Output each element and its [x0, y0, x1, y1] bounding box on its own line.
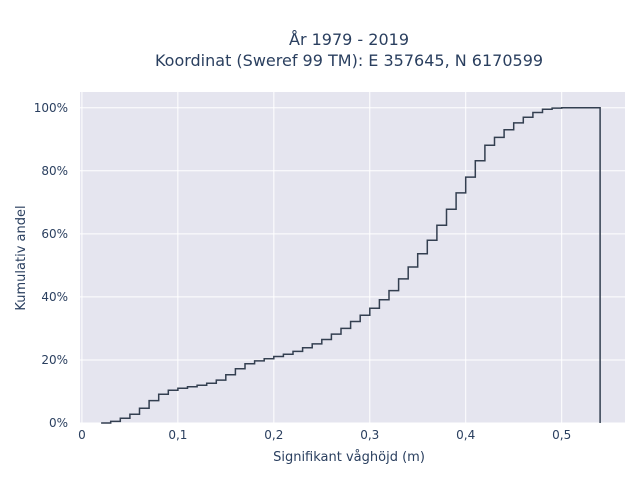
chart-title-line-2: Koordinat (Sweref 99 TM): E 357645, N 61…	[155, 51, 543, 70]
y-tick-label: 60%	[41, 227, 68, 241]
x-tick-label: 0,3	[360, 428, 379, 442]
y-tick-label: 20%	[41, 353, 68, 367]
x-tick-label: 0,5	[552, 428, 571, 442]
x-axis-title: Signifikant våghöjd (m)	[273, 450, 425, 465]
y-tick-label: 100%	[34, 101, 68, 115]
x-tick-label: 0,2	[264, 428, 283, 442]
y-tick-label: 80%	[41, 164, 68, 178]
x-tick-label: 0,1	[168, 428, 187, 442]
cdf-step-line	[101, 107, 601, 424]
y-tick-label: 0%	[49, 416, 68, 430]
y-tick-label: 40%	[41, 290, 68, 304]
plot-area	[80, 92, 625, 423]
x-tick-label: 0,4	[456, 428, 475, 442]
chart-title-line-1: År 1979 - 2019	[289, 30, 409, 49]
y-axis-title: Kumulativ andel	[14, 205, 29, 310]
x-tick-label: 0	[78, 428, 86, 442]
